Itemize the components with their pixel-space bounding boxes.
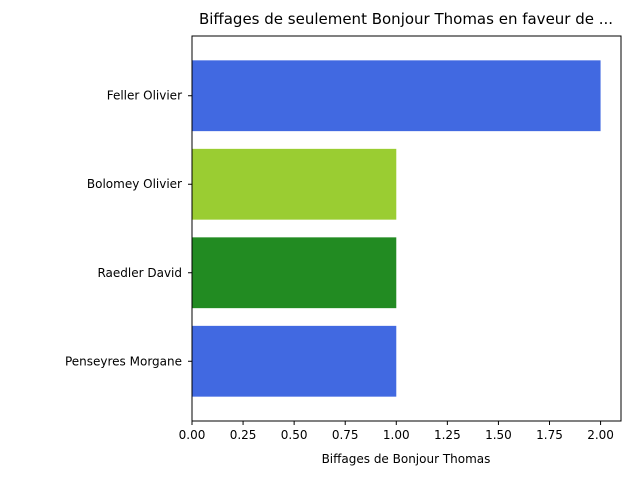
- x-axis-ticks: 0.00 0.25 0.50 0.75 1.00 1.25 1.50 1.75 2.00: [179, 421, 614, 442]
- bar-2: [192, 237, 397, 309]
- x-tick-label: 1.75: [536, 428, 563, 442]
- chart-title: Biffages de seulement Bonjour Thomas en …: [199, 10, 613, 28]
- x-axis-label: Biffages de Bonjour Thomas: [322, 452, 491, 466]
- x-tick-label: 0.25: [230, 428, 257, 442]
- axes-frame: [191, 35, 622, 422]
- x-tick-label: 0.75: [332, 428, 359, 442]
- y-tick-label: Penseyres Morgane: [65, 354, 182, 368]
- y-axis-ticks: Feller Olivier Bolomey Olivier Raedler Dav…: [65, 89, 192, 368]
- bar-0: [192, 60, 601, 132]
- bars: [192, 60, 601, 397]
- bar-1: [192, 148, 397, 220]
- x-tick-label: 1.50: [485, 428, 512, 442]
- bar-3: [192, 325, 397, 397]
- x-tick-label: 0.50: [281, 428, 308, 442]
- x-tick-label: 1.00: [383, 428, 410, 442]
- y-tick-label: Feller Olivier: [107, 89, 182, 103]
- x-tick-label: 0.00: [179, 428, 206, 442]
- y-tick-label: Raedler David: [97, 266, 182, 280]
- x-tick-label: 1.25: [434, 428, 461, 442]
- x-tick-label: 2.00: [587, 428, 614, 442]
- plot-frame: [191, 35, 622, 422]
- y-tick-label: Bolomey Olivier: [87, 177, 182, 191]
